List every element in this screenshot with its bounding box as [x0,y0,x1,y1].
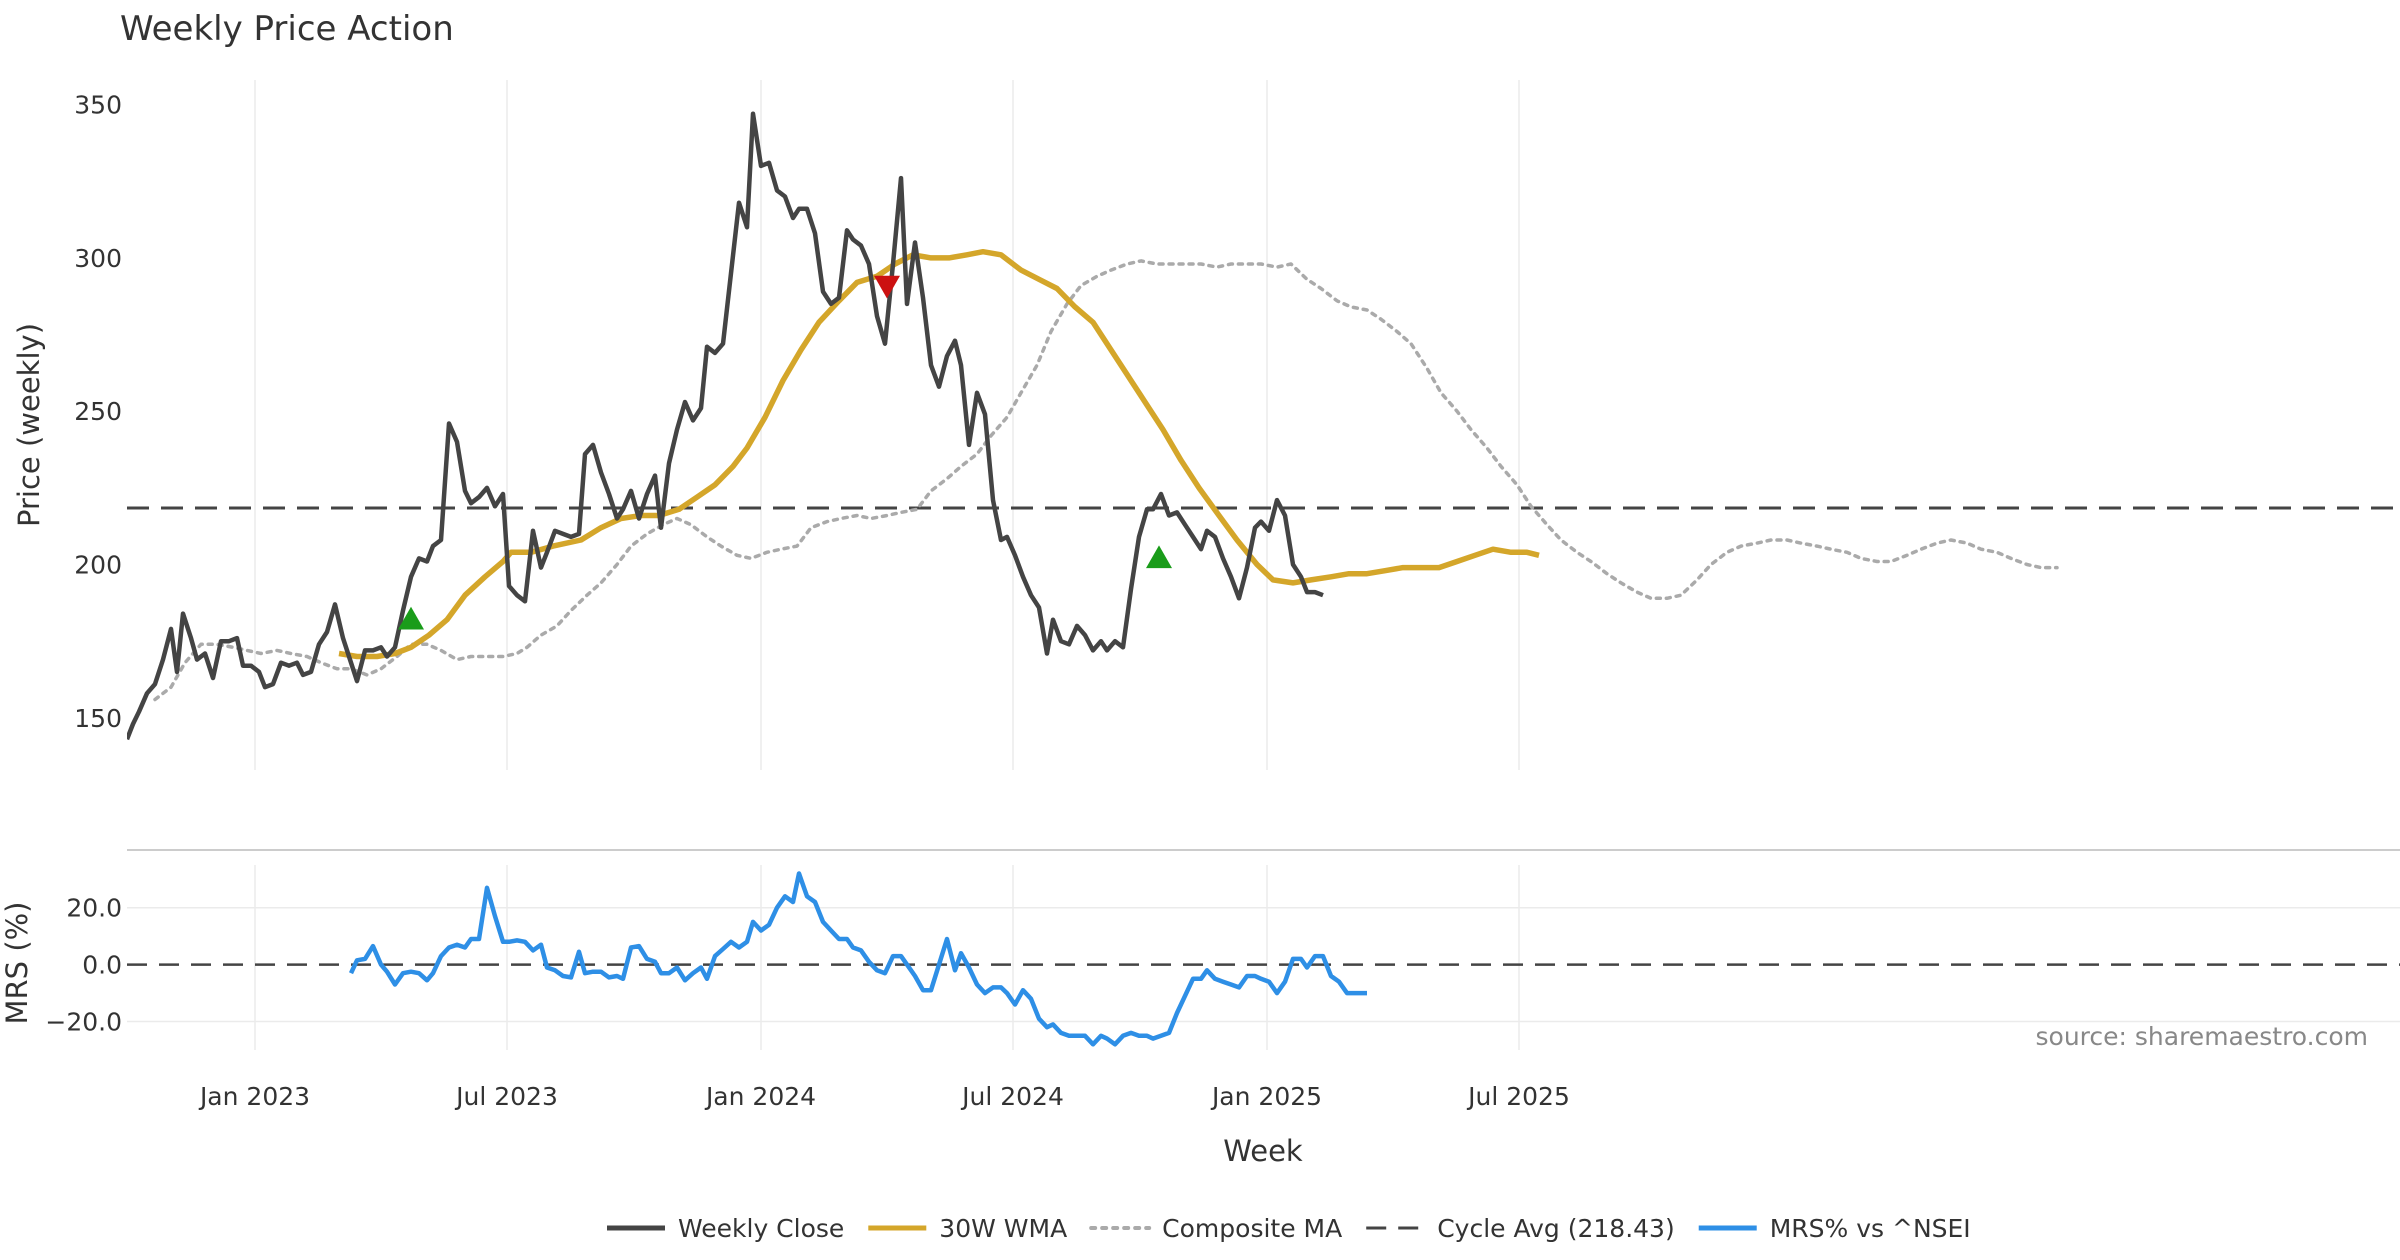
x-tick-label: Jan 2023 [198,1082,310,1111]
legend-label: Composite MA [1162,1214,1342,1243]
legend-label: Cycle Avg (218.43) [1437,1214,1675,1243]
mrs-y-tick-label: 20.0 [66,894,122,923]
mrs-y-tick-label: −20.0 [45,1008,122,1037]
x-ticks: Jan 2023 Jul 2023 Jan 2024 Jul 2024 Jan 2025… [198,1082,1570,1111]
signal-markers [398,275,1172,630]
mrs-y-tick-label: 0.0 [82,951,122,980]
legend-label: MRS% vs ^NSEI [1770,1214,1971,1243]
sell-signal-marker [874,275,900,299]
x-tick-label: Jul 2025 [1466,1082,1570,1111]
x-axis-title: Week [1223,1134,1303,1168]
series-layer [127,111,2059,1047]
x-tick-label: Jul 2024 [960,1082,1064,1111]
price-y-ticks: 150 200 250 300 350 [74,91,122,733]
legend-item: Cycle Avg (218.43) [1366,1214,1675,1243]
series-mrs [348,871,1367,1047]
legend-item: 30W WMA [868,1214,1067,1243]
price-y-axis-title: Price (weekly) [12,323,46,527]
source-note: source: sharemaestro.com [2036,1022,2369,1051]
price-y-tick-label: 200 [74,551,122,580]
buy-signal-marker [1146,545,1172,569]
buy-signal-marker [398,606,424,630]
price-y-tick-label: 150 [74,704,122,733]
price-y-tick-label: 300 [74,244,122,273]
legend-item: Weekly Close [607,1214,844,1243]
legend-item: Composite MA [1089,1214,1342,1243]
x-tick-label: Jan 2025 [1210,1082,1322,1111]
mrs-grid [127,865,2400,1050]
mrs-y-axis-title: MRS (%) [0,902,34,1025]
series-weekly-close [127,111,1324,741]
chart-title: Weekly Price Action [120,9,454,49]
mrs-y-ticks: 20.0 0.0 −20.0 [45,894,122,1037]
x-tick-label: Jul 2023 [454,1082,558,1111]
legend-label: 30W WMA [939,1214,1067,1243]
legend-item: MRS% vs ^NSEI [1698,1214,1971,1243]
price-y-tick-label: 250 [74,397,122,426]
series-composite-ma [153,259,2059,702]
x-tick-label: Jan 2024 [704,1082,816,1111]
legend: Weekly Close 30W WMA Composite MA Cycle Avg… [607,1214,1971,1243]
legend-label: Weekly Close [678,1214,844,1243]
price-y-tick-label: 350 [74,91,122,120]
